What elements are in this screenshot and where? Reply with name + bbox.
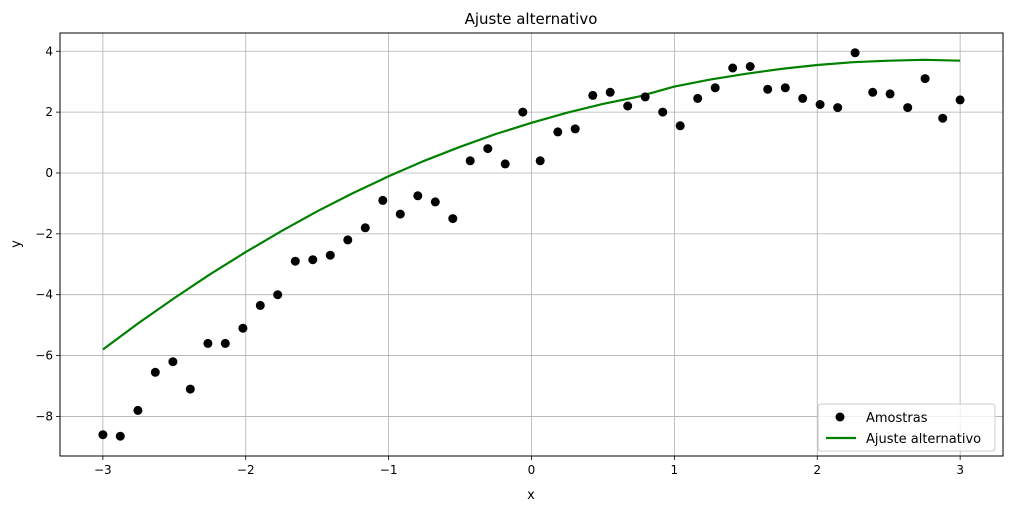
fit-line-layer <box>102 58 961 351</box>
sample-point <box>115 431 125 441</box>
sample-point <box>255 300 265 310</box>
y-tick-label: 0 <box>45 166 53 180</box>
sample-point <box>885 89 895 99</box>
x-tick-label: 2 <box>813 463 821 477</box>
y-tick-label: −2 <box>35 227 53 241</box>
x-tick-label: −1 <box>380 463 398 477</box>
sample-points-layer <box>98 48 965 441</box>
legend-marker-amostras <box>835 412 845 422</box>
sample-point <box>780 83 790 93</box>
x-tick-label: 3 <box>956 463 964 477</box>
sample-point <box>465 156 475 166</box>
sample-point <box>693 93 703 103</box>
sample-point <box>273 290 283 300</box>
sample-point <box>955 95 965 105</box>
sample-point <box>413 191 423 201</box>
sample-point <box>728 63 738 73</box>
y-tick-label: −4 <box>35 288 53 302</box>
sample-point <box>133 405 143 415</box>
sample-point <box>343 235 353 245</box>
axis-ticks: −3 −2 −1 0 1 2 3 −8 −6 −4 −2 0 2 4 <box>35 44 964 477</box>
y-tick-label: −8 <box>35 409 53 423</box>
sample-point <box>325 250 335 260</box>
sample-point <box>815 100 825 109</box>
sample-point <box>308 255 318 265</box>
sample-point <box>500 159 510 169</box>
sample-point <box>675 121 685 131</box>
x-tick-label: 1 <box>671 463 679 477</box>
x-tick-label: −2 <box>237 463 255 477</box>
x-axis-label: x <box>527 488 535 503</box>
sample-point <box>518 107 528 117</box>
y-tick-label: 4 <box>45 44 53 58</box>
sample-point <box>203 338 213 348</box>
sample-point <box>168 357 178 367</box>
sample-point <box>150 367 160 377</box>
sample-point <box>710 83 720 93</box>
legend-box <box>817 403 996 452</box>
sample-point <box>483 144 493 154</box>
sample-point <box>920 74 930 84</box>
chart-title: Ajuste alternativo <box>465 10 598 28</box>
sample-point <box>430 197 440 207</box>
sample-point <box>658 107 668 117</box>
sample-point <box>290 256 300 266</box>
legend: Amostras Ajuste alternativo <box>817 403 996 452</box>
sample-point <box>535 156 545 166</box>
y-axis-label: y <box>9 240 24 248</box>
sample-point <box>640 92 650 102</box>
sample-point <box>570 124 580 134</box>
sample-point <box>220 338 230 348</box>
sample-point <box>745 62 755 71</box>
sample-point <box>833 103 843 113</box>
sample-point <box>360 223 370 233</box>
grid <box>60 33 1003 456</box>
sample-point <box>395 209 405 219</box>
x-tick-label: 0 <box>528 463 536 477</box>
legend-label-amostras: Amostras <box>866 411 928 426</box>
sample-point <box>763 84 773 94</box>
sample-point <box>238 323 248 333</box>
sample-point <box>850 48 860 58</box>
fit-line <box>102 58 961 351</box>
sample-point <box>588 90 598 100</box>
x-tick-label: −3 <box>94 463 112 477</box>
sample-point <box>605 87 615 97</box>
y-tick-label: 2 <box>45 105 53 119</box>
y-tick-label: −6 <box>35 349 53 363</box>
sample-point <box>938 113 948 123</box>
legend-label-ajuste: Ajuste alternativo <box>866 432 981 447</box>
sample-point <box>868 87 878 97</box>
sample-point <box>378 195 388 205</box>
sample-point <box>903 103 913 113</box>
sample-point <box>623 101 633 111</box>
sample-point <box>553 127 563 137</box>
sample-point <box>448 214 458 224</box>
sample-point <box>98 430 108 440</box>
sample-point <box>185 384 195 394</box>
sample-point <box>798 93 808 103</box>
